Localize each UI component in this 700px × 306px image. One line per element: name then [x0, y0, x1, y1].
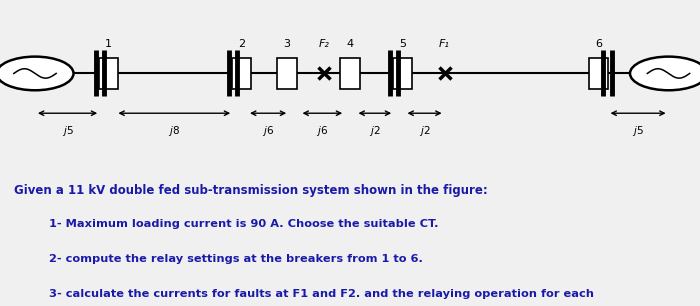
- Text: $j5$: $j5$: [62, 124, 74, 138]
- Text: $j2$: $j2$: [369, 124, 381, 138]
- Bar: [340, 58, 360, 89]
- Text: $j8$: $j8$: [168, 124, 181, 138]
- Text: F₁: F₁: [439, 39, 450, 49]
- Bar: [232, 58, 251, 89]
- Text: 1- Maximum loading current is 90 A. Choose the suitable CT.: 1- Maximum loading current is 90 A. Choo…: [49, 219, 438, 229]
- Text: 1: 1: [105, 39, 112, 49]
- Text: $j6$: $j6$: [316, 124, 328, 138]
- Circle shape: [630, 57, 700, 90]
- Bar: [393, 58, 412, 89]
- Circle shape: [0, 57, 74, 90]
- Bar: [589, 58, 608, 89]
- Text: 2: 2: [238, 39, 245, 49]
- Text: $j2$: $j2$: [419, 124, 430, 138]
- Text: 6: 6: [595, 39, 602, 49]
- Text: $j5$: $j5$: [632, 124, 644, 138]
- Text: $j6$: $j6$: [262, 124, 274, 138]
- Text: 4: 4: [346, 39, 354, 49]
- Text: Given a 11 kV double fed sub-transmission system shown in the figure:: Given a 11 kV double fed sub-transmissio…: [14, 184, 488, 196]
- Bar: [99, 58, 118, 89]
- Text: 3- calculate the currents for faults at F1 and F2. and the relaying operation fo: 3- calculate the currents for faults at …: [49, 289, 594, 299]
- Text: 2- compute the relay settings at the breakers from 1 to 6.: 2- compute the relay settings at the bre…: [49, 254, 423, 264]
- Text: 3: 3: [284, 39, 290, 49]
- Bar: [277, 58, 297, 89]
- Text: F₂: F₂: [318, 39, 330, 49]
- Text: 5: 5: [399, 39, 406, 49]
